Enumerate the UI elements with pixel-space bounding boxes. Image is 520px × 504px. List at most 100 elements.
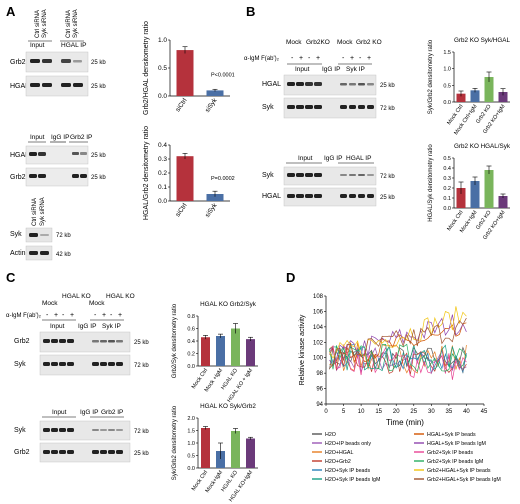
sign: +: [118, 312, 122, 319]
series-line: [329, 344, 467, 375]
lane-label: Syk siRNA: [73, 9, 79, 38]
y-tick-label: 0.5: [158, 65, 167, 72]
bar-chart-c2: HGAL KO Syk/Grb2 Syk/Grb2 densitometry ra…: [172, 403, 258, 503]
y-tick-label: 2.0: [187, 416, 195, 422]
group-label-syk-ip: Syk IP: [346, 66, 365, 73]
y-axis-label: Grb2/HGAL densitometry ratio: [143, 21, 150, 115]
bar: [231, 431, 240, 468]
y-tick-label: 1.0: [443, 67, 451, 73]
y-tick-label: 0.0: [187, 466, 195, 472]
y-tick-label: 0.3: [443, 176, 451, 182]
mw-marker: 25 kb: [380, 195, 395, 201]
series-line: [329, 306, 467, 359]
col-header: HGAL KO: [106, 293, 135, 300]
legend-label: H2O+HGAL: [325, 450, 353, 456]
y-tick-label: 98: [316, 371, 323, 377]
series-line: [329, 343, 467, 373]
mw-marker: 25 kb: [134, 340, 149, 346]
sign: +: [367, 55, 371, 62]
group-label-igg-ip: IgG IP: [324, 155, 342, 162]
blot-c-top: Mock HGAL KO Mock HGAL KO α-IgM F(ab')₂ …: [6, 293, 149, 376]
sign: -: [342, 55, 345, 62]
y-axis-label: HGAL/Grb2 densitometry ratio: [143, 126, 150, 220]
x-tick-label: 10: [358, 409, 365, 415]
legend-label: H2O: [325, 432, 336, 438]
y-tick-label: 0.0: [158, 93, 167, 100]
sign: -: [291, 55, 294, 62]
sign: +: [54, 312, 58, 319]
group-label-input: Input: [295, 66, 310, 73]
panel-label-a: A: [6, 4, 16, 19]
group-label-grb2-ip: Grb2 IP: [101, 409, 123, 416]
lane-label: Ctrl siRNA: [35, 10, 41, 38]
series-line: [329, 317, 467, 369]
y-tick-label: 94: [316, 402, 323, 408]
series-line: [329, 342, 467, 374]
legend-label: Grb2+Syk IP beads: [427, 450, 473, 456]
row-label-hgal: HGAL: [10, 152, 29, 159]
row-label-syk: Syk: [262, 172, 274, 179]
bar-chart-a2: HGAL/Grb2 densitometry ratio 0.0 0.1 0.2 0.3…: [143, 126, 235, 220]
group-label-hgal-ip: HGAL IP: [346, 155, 371, 162]
p-value-annotation: P<0.0001: [211, 72, 235, 78]
bar: [201, 337, 210, 366]
group-label-igg-ip: IgG IP: [51, 134, 69, 141]
mw-marker: 25 kb: [91, 175, 106, 181]
mw-marker: 72 kb: [380, 174, 395, 180]
row-label-hgal: HGAL: [10, 83, 29, 90]
col-header: Mock: [286, 39, 302, 46]
mw-marker: 72 kb: [134, 429, 149, 435]
panel-label-c: C: [6, 270, 16, 285]
x-tick-label: siSyk: [204, 97, 219, 114]
y-tick-label: 0.2: [158, 170, 167, 177]
y-tick-label: 0.0: [443, 100, 451, 106]
line-chart-d: 94 96 98 100 102 104 106 108 0 5 10 15 20 25 30 35 40 45 T…: [299, 294, 501, 483]
mw-marker: 72 kb: [134, 363, 149, 369]
col-header: Grb2KO: [306, 39, 330, 46]
col-header: Mock: [42, 300, 58, 307]
mw-marker: 25 kb: [91, 153, 106, 159]
mw-marker: 25 kb: [380, 83, 395, 89]
legend-label: HGAL+Syk IP beads IgM: [427, 441, 486, 447]
sign: +: [102, 312, 106, 319]
bar: [176, 50, 194, 96]
bar: [206, 194, 224, 201]
lane-label: Ctrl siRNA: [66, 10, 72, 38]
y-tick-label: 0.4: [443, 166, 451, 172]
group-label-input: Input: [52, 409, 67, 416]
row-label-grb2: Grb2: [14, 338, 30, 345]
x-tick-label: 40: [463, 409, 470, 415]
legend-label: HGAL+Syk IP beads: [427, 432, 476, 438]
y-tick-label: 0.5: [443, 83, 451, 89]
x-tick-label: 35: [446, 409, 453, 415]
row-label-syk: Syk: [14, 427, 26, 434]
bar-chart-b2: Grb2 KO HGAL/Syk HGAL/Syk densitometry ra…: [428, 143, 511, 241]
y-tick-label: 0.1: [443, 196, 451, 202]
bar-chart-b1: Grb2 KO Syk/HGAL Syk/Grb2 densitometry ra…: [428, 37, 510, 136]
y-tick-label: 0.6: [187, 327, 195, 333]
legend-label: H2O+Syk IP beads IgM: [325, 477, 380, 483]
blot-a-mid: Input IgG IP Grb2 IP HGAL 25 kb Grb2 25 …: [10, 134, 106, 187]
x-tick-label: siSyk: [204, 202, 219, 219]
row-label-syk: Syk: [10, 231, 22, 238]
x-tick-label: 15: [375, 409, 382, 415]
col-header: Mock: [337, 39, 353, 46]
y-tick-label: 102: [313, 340, 324, 346]
row-label-hgal: HGAL: [262, 81, 281, 88]
blot-c-bottom: Input IgG IP Grb2 IP Syk 72 kb Grb2 25 k…: [14, 409, 149, 463]
series-line: [329, 314, 467, 367]
blot-a-small: Ctrl siRNA Syk siRNA Syk 72 kb Actin 42 …: [10, 197, 71, 261]
row-label-actin: Actin: [10, 250, 26, 257]
legend-label: H2O+IP beads only: [325, 441, 371, 447]
mw-marker: 72 kb: [56, 233, 71, 239]
mw-marker: 25 kb: [91, 84, 106, 90]
sign: +: [350, 55, 354, 62]
mw-marker: 25 kb: [91, 60, 106, 66]
y-tick-label: 106: [313, 309, 324, 315]
legend-label: H2O+Syk IP beads: [325, 468, 370, 474]
mw-marker: 42 kb: [56, 252, 71, 258]
y-tick-label: 0.0: [158, 198, 167, 205]
col-header: HGAL KO: [62, 293, 91, 300]
y-tick-label: 0.3: [158, 156, 167, 163]
